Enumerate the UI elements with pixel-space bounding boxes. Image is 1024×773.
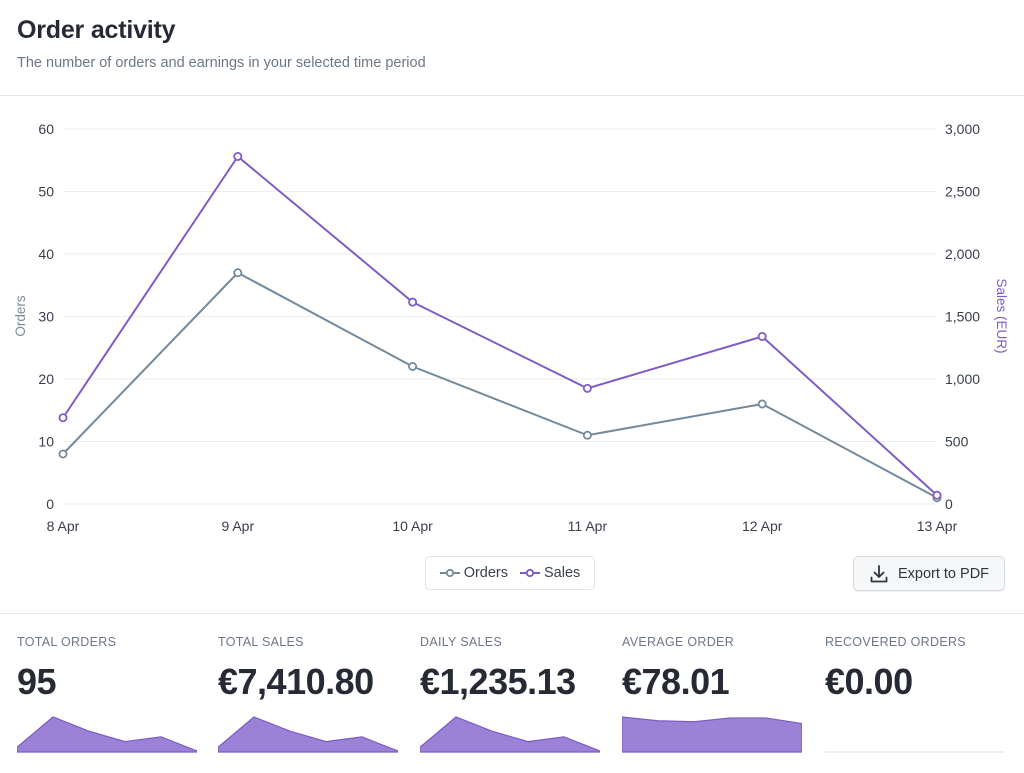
stat-recovered-orders: RECOVERED ORDERS €0.00 bbox=[825, 614, 1005, 773]
y-left-tick-label: 0 bbox=[46, 496, 54, 512]
chart-svg: 0 10 20 30 40 50 60 0 500 1,000 1,500 2,000 2,500 3,0… bbox=[13, 121, 1009, 534]
y-right-tick-label: 2,000 bbox=[945, 246, 980, 262]
stat-value: €1,235.13 bbox=[420, 661, 576, 702]
stat-value: €0.00 bbox=[825, 661, 913, 702]
stat-value: €7,410.80 bbox=[218, 661, 374, 702]
orders-data-point bbox=[408, 361, 418, 371]
stat-average-order: AVERAGE ORDER €78.01 bbox=[622, 614, 802, 773]
sales-data-point bbox=[582, 383, 592, 393]
stat-total-sales: TOTAL SALES €7,410.80 bbox=[218, 614, 398, 773]
orders-data-point bbox=[757, 399, 767, 409]
x-tick-label: 13 Apr bbox=[917, 518, 958, 534]
y-left-tick-label: 40 bbox=[38, 246, 54, 262]
stats-divider bbox=[0, 613, 1024, 614]
y-right-tick-label: 500 bbox=[945, 434, 969, 450]
y-left-tick-label: 20 bbox=[38, 371, 54, 387]
sparkline bbox=[420, 716, 600, 753]
page-header: Order activity The number of orders and … bbox=[17, 16, 1007, 71]
y-right-tick-label: 0 bbox=[945, 496, 953, 512]
orders-line-icon bbox=[439, 568, 460, 578]
y-left-tick-label: 10 bbox=[38, 434, 54, 450]
stat-label: TOTAL ORDERS bbox=[17, 635, 117, 649]
legend-orders[interactable]: Orders bbox=[439, 565, 509, 581]
export-to-pdf-button[interactable]: Export to PDF bbox=[853, 556, 1005, 591]
orders-series-line bbox=[62, 271, 938, 499]
sales-data-point bbox=[58, 413, 68, 423]
order-activity-chart: 0 10 20 30 40 50 60 0 500 1,000 1,500 2,000 2,500 3,0… bbox=[0, 96, 1024, 546]
y-left-tick-label: 50 bbox=[38, 184, 54, 200]
sales-series-line bbox=[62, 155, 938, 496]
sparkline-area bbox=[622, 716, 802, 753]
sparkline-area bbox=[17, 716, 197, 753]
stat-value: 95 bbox=[17, 661, 57, 702]
x-tick-label: 10 Apr bbox=[392, 518, 433, 534]
orders-data-point bbox=[582, 430, 592, 440]
stat-label: RECOVERED ORDERS bbox=[825, 635, 966, 649]
legend-sales[interactable]: Sales bbox=[520, 565, 580, 581]
y-left-axis-title: Orders bbox=[13, 295, 28, 337]
stat-daily-sales: DAILY SALES €1,235.13 bbox=[420, 614, 600, 773]
legend-orders-label: Orders bbox=[463, 565, 509, 581]
y-right-axis-title: Sales (EUR) bbox=[994, 278, 1009, 353]
sparkline-area bbox=[420, 716, 600, 753]
sales-data-point bbox=[932, 490, 942, 500]
legend-sales-label: Sales bbox=[544, 565, 581, 581]
stat-label: TOTAL SALES bbox=[218, 635, 304, 649]
sales-data-point bbox=[233, 152, 243, 162]
stat-value: €78.01 bbox=[622, 661, 730, 702]
stat-label: DAILY SALES bbox=[420, 635, 503, 649]
y-right-tick-label: 1,500 bbox=[945, 309, 980, 325]
sales-data-point bbox=[408, 297, 418, 307]
sparkline bbox=[622, 716, 802, 753]
sparkline bbox=[17, 716, 197, 753]
export-label: Export to PDF bbox=[897, 565, 990, 582]
sparkline-area bbox=[218, 716, 398, 753]
x-tick-label: 11 Apr bbox=[568, 518, 608, 534]
orders-data-point bbox=[233, 268, 243, 278]
x-tick-label: 12 Apr bbox=[742, 518, 783, 534]
y-right-tick-label: 2,500 bbox=[945, 184, 980, 200]
download-icon bbox=[870, 564, 888, 582]
y-left-tick-label: 30 bbox=[38, 309, 54, 325]
sparkline bbox=[218, 716, 398, 753]
chart-legend: Orders Sales bbox=[425, 556, 595, 590]
y-left-tick-label: 60 bbox=[38, 121, 54, 137]
x-tick-label: 8 Apr bbox=[47, 518, 80, 534]
x-tick-label: 9 Apr bbox=[221, 518, 254, 534]
page-title: Order activity bbox=[17, 16, 176, 44]
sales-line-icon bbox=[520, 568, 541, 578]
y-right-tick-label: 3,000 bbox=[945, 121, 980, 137]
header-divider bbox=[0, 95, 1024, 96]
stat-label: AVERAGE ORDER bbox=[622, 635, 735, 649]
stat-total-orders: TOTAL ORDERS 95 bbox=[17, 614, 197, 773]
sales-data-point bbox=[757, 331, 767, 341]
page-subtitle: The number of orders and earnings in you… bbox=[17, 55, 426, 71]
y-right-tick-label: 1,000 bbox=[945, 371, 980, 387]
stats-row: TOTAL ORDERS 95 TOTAL SALES €7,410.80 DA… bbox=[0, 614, 1024, 773]
sparkline bbox=[825, 751, 1005, 753]
orders-data-point bbox=[58, 449, 68, 459]
